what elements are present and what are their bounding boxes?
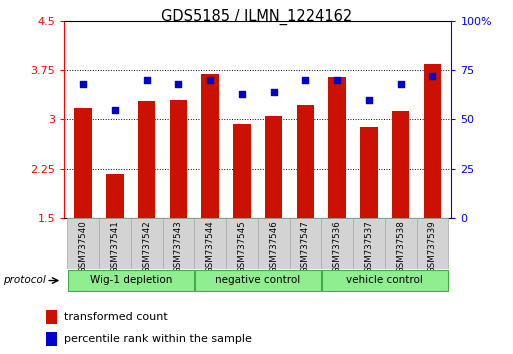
Point [333, 77, 341, 83]
Bar [258, 218, 289, 269]
Bar [289, 218, 321, 269]
Bar [328, 77, 346, 218]
Point [269, 89, 278, 95]
Bar [163, 218, 194, 269]
Text: negative control: negative control [215, 275, 301, 285]
Point [143, 77, 151, 83]
Bar [170, 100, 187, 218]
Bar [106, 174, 124, 218]
Point [206, 77, 214, 83]
Bar [46, 310, 57, 324]
Text: GSM737541: GSM737541 [110, 220, 120, 273]
Text: Wig-1 depletion: Wig-1 depletion [90, 275, 172, 285]
Point [238, 91, 246, 97]
Bar [353, 218, 385, 269]
Bar [385, 218, 417, 269]
Bar [360, 127, 378, 218]
Bar [67, 218, 99, 269]
Text: GSM737537: GSM737537 [364, 220, 373, 273]
Text: percentile rank within the sample: percentile rank within the sample [64, 334, 251, 344]
Text: GSM737540: GSM737540 [78, 220, 88, 273]
Point [111, 107, 119, 113]
Bar [226, 218, 258, 269]
Text: GSM737546: GSM737546 [269, 220, 278, 273]
Bar [392, 111, 409, 218]
Point [397, 81, 405, 87]
Text: GSM737543: GSM737543 [174, 220, 183, 273]
Bar [417, 218, 448, 269]
Text: GSM737545: GSM737545 [238, 220, 246, 273]
Text: GSM737542: GSM737542 [142, 220, 151, 273]
Text: vehicle control: vehicle control [346, 275, 423, 285]
Bar [195, 270, 321, 291]
Bar [202, 74, 219, 218]
Bar [46, 332, 57, 346]
Point [428, 73, 437, 79]
Point [174, 81, 183, 87]
Bar [265, 116, 282, 218]
Point [79, 81, 87, 87]
Bar [424, 64, 441, 218]
Bar [138, 101, 155, 218]
Point [365, 97, 373, 103]
Text: GSM737538: GSM737538 [396, 220, 405, 273]
Bar [74, 108, 92, 218]
Text: protocol: protocol [3, 275, 46, 285]
Text: transformed count: transformed count [64, 312, 167, 322]
Bar [194, 218, 226, 269]
Bar [322, 270, 448, 291]
Bar [233, 124, 251, 218]
Bar [68, 270, 193, 291]
Text: GSM737539: GSM737539 [428, 220, 437, 273]
Text: GSM737547: GSM737547 [301, 220, 310, 273]
Text: GSM737544: GSM737544 [206, 220, 214, 273]
Bar [321, 218, 353, 269]
Text: GDS5185 / ILMN_1224162: GDS5185 / ILMN_1224162 [161, 9, 352, 25]
Bar [297, 105, 314, 218]
Text: GSM737536: GSM737536 [332, 220, 342, 273]
Point [301, 77, 309, 83]
Bar [131, 218, 163, 269]
Bar [99, 218, 131, 269]
